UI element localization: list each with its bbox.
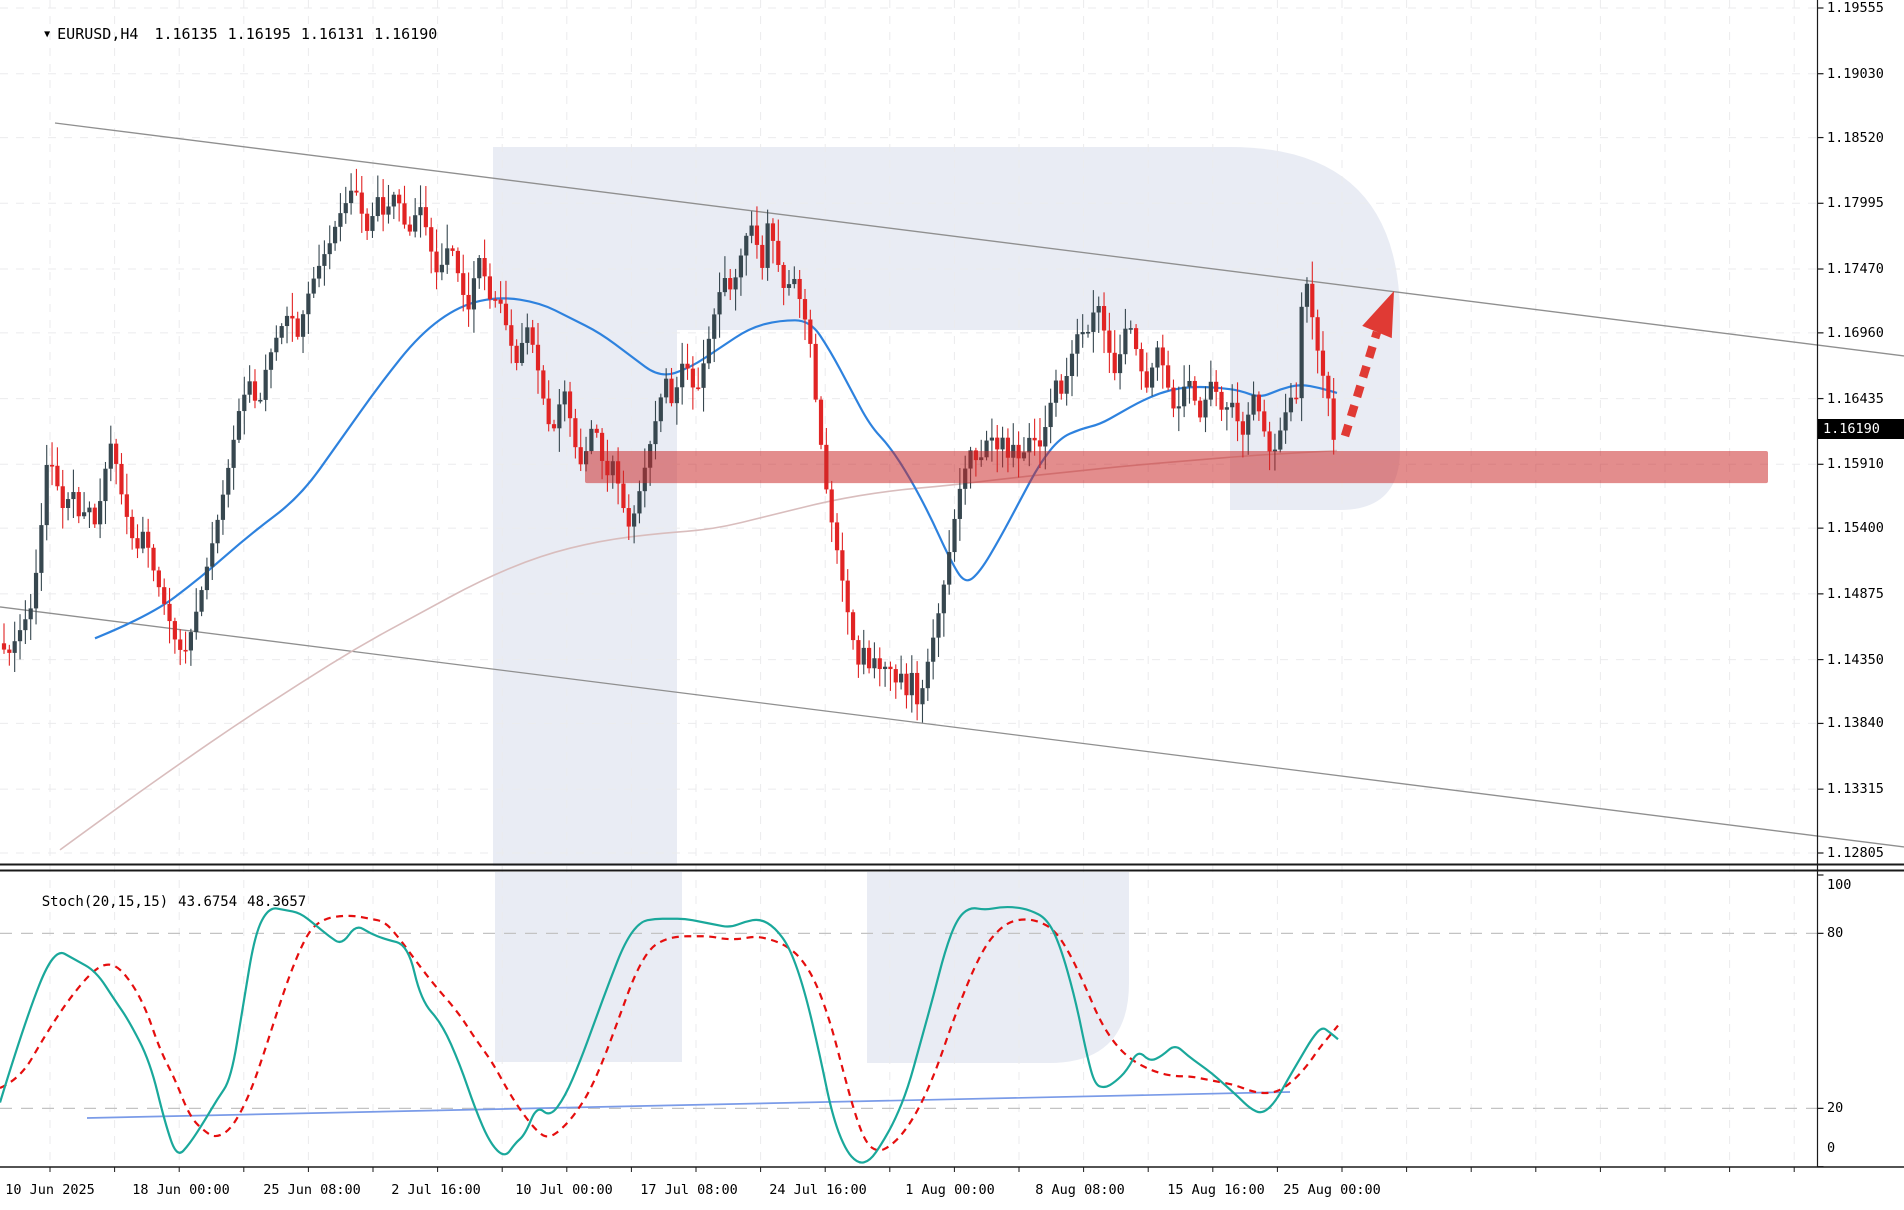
time-tick-label: 18 Jun 00:00 [132, 1182, 230, 1198]
price-tick-label: 1.14875 [1827, 585, 1884, 602]
time-tick-label: 24 Jul 16:00 [769, 1182, 867, 1198]
time-tick-label: 10 Jun 2025 [5, 1182, 95, 1198]
symbol-timeframe-label: EURUSD,H4 [57, 25, 139, 43]
time-tick-label: 1 Aug 00:00 [905, 1182, 995, 1198]
price-tick-label: 1.15400 [1827, 520, 1884, 537]
price-tick-label: 1.19030 [1827, 65, 1884, 82]
price-tick-label: 1.16960 [1827, 324, 1884, 341]
time-tick-label: 17 Jul 08:00 [640, 1182, 738, 1198]
price-tick-label: 1.13840 [1827, 715, 1884, 732]
stoch-k-line[interactable] [0, 905, 1339, 1164]
ohlc-low: 1.16131 [300, 25, 365, 43]
time-tick-label: 25 Aug 00:00 [1283, 1182, 1381, 1198]
price-tick-label: 1.16435 [1827, 390, 1884, 407]
ohlc-close: 1.16190 [374, 25, 438, 43]
stochastic-indicator-label: Stoch(20,15,15) 43.6754 48.3657 [8, 878, 306, 926]
time-tick-label: 15 Aug 16:00 [1167, 1182, 1265, 1198]
stoch-tick-label: 100 [1827, 877, 1852, 893]
ma-slow-line[interactable] [59, 449, 1338, 851]
price-tick-label: 1.18520 [1827, 129, 1884, 146]
time-tick-label: 2 Jul 16:00 [391, 1182, 481, 1198]
price-tick-label: 1.17995 [1827, 195, 1884, 212]
stoch-trendline[interactable] [86, 1091, 1291, 1119]
price-tick-label: 1.14350 [1827, 651, 1884, 668]
grid [0, 0, 1818, 1167]
time-tick-label: 8 Aug 08:00 [1035, 1182, 1125, 1198]
price-tick-label: 1.15910 [1827, 456, 1884, 473]
trendline-upper-channel[interactable] [54, 122, 1904, 357]
time-tick-label: 25 Jun 08:00 [263, 1182, 361, 1198]
forecast-arrow-tail[interactable] [1340, 330, 1382, 438]
stoch-tick-label: 80 [1827, 925, 1844, 942]
price-tick-label: 1.19555 [1827, 0, 1884, 16]
support-zone[interactable] [585, 451, 1768, 484]
stoch-d-value: 48.3657 [247, 894, 307, 910]
panel-frame [0, 0, 1904, 1172]
stoch-k-value: 43.6754 [178, 894, 238, 910]
time-tick-label: 10 Jul 00:00 [515, 1182, 613, 1198]
price-tick-label: 1.13315 [1827, 781, 1884, 798]
price-tick-label: 1.12805 [1827, 844, 1884, 861]
symbol-dropdown-icon[interactable]: ▼ [44, 29, 51, 40]
symbol-ohlc-readout: ▼ EURUSD,H4 1.16135 1.16195 1.16131 1.16190 [8, 7, 447, 61]
current-price-badge: 1.16190 [1818, 419, 1904, 440]
trendline-lower-channel[interactable] [0, 606, 1904, 848]
forecast-arrow-head[interactable] [1362, 291, 1394, 339]
price-tick-label: 1.17470 [1827, 261, 1884, 277]
ohlc-high: 1.16195 [227, 25, 291, 43]
stoch-d-line[interactable] [0, 914, 1339, 1152]
stoch-name: Stoch(20,15,15) [41, 894, 169, 910]
brand-watermark [493, 147, 1400, 1063]
stoch-tick-label: 0 [1827, 1140, 1836, 1156]
ohlc-open: 1.16135 [154, 25, 218, 43]
stoch-tick-label: 20 [1827, 1100, 1844, 1117]
